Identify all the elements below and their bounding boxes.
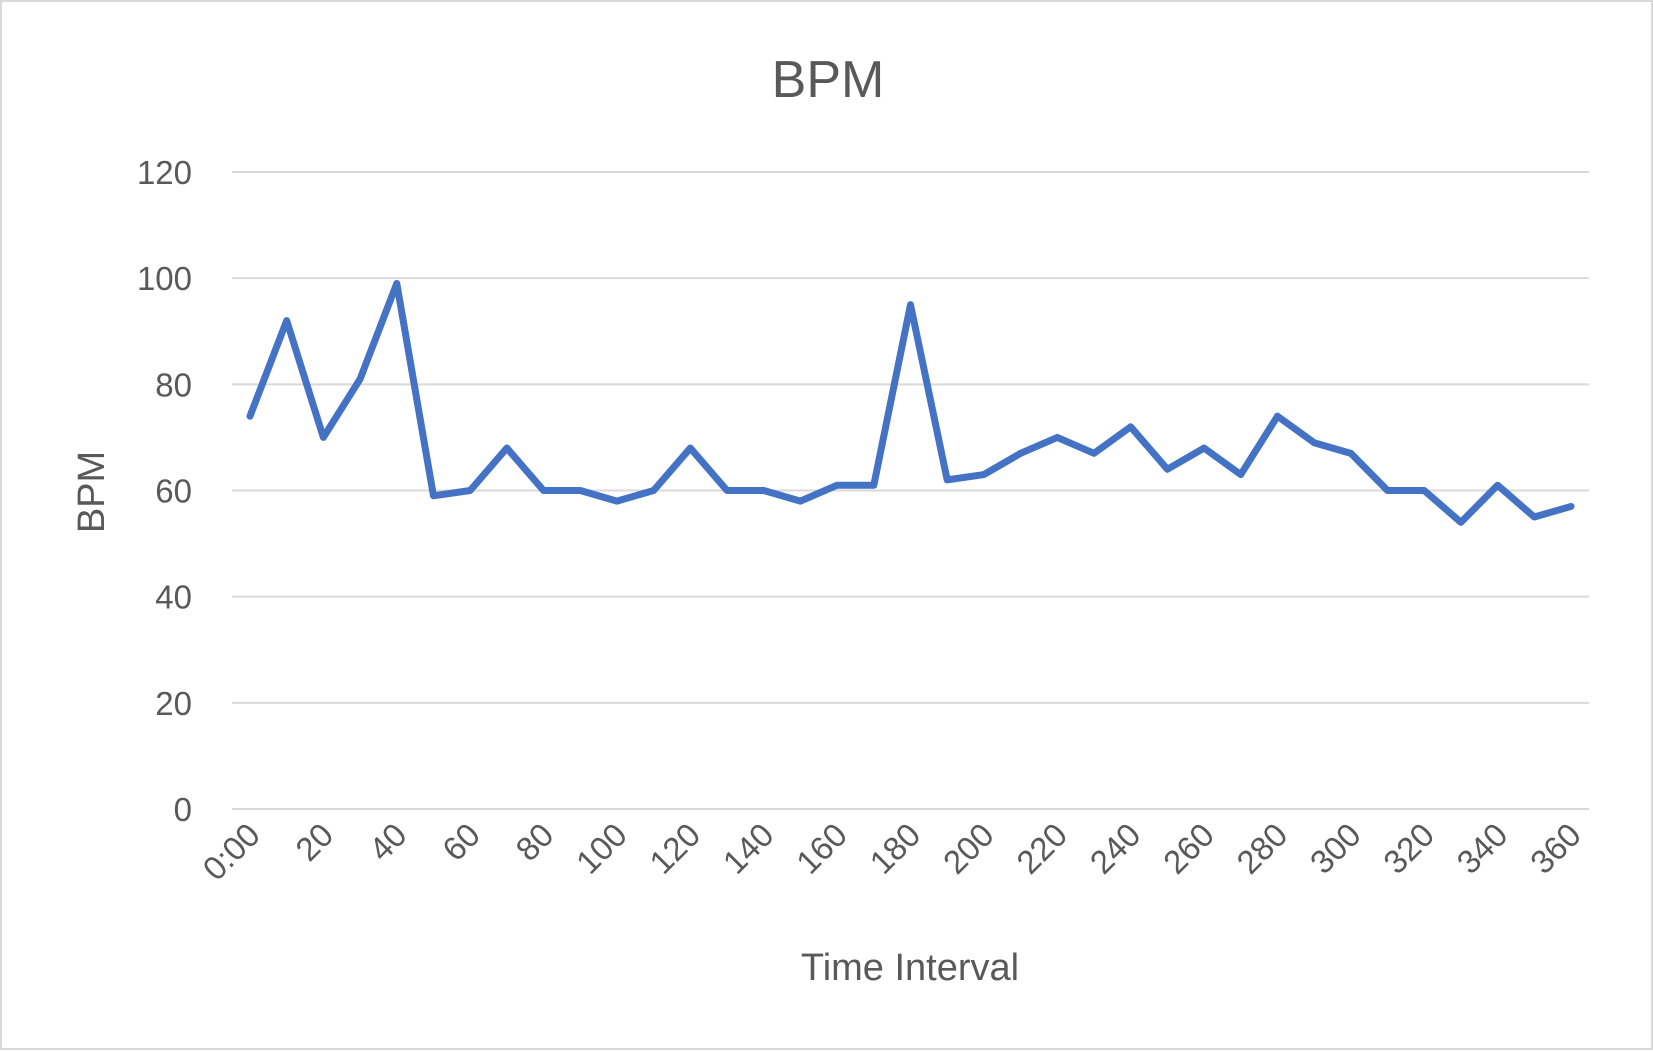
y-tick-label: 80 [155,366,192,403]
x-tick-label: 160 [789,816,854,881]
y-tick-label: 60 [155,473,192,510]
x-tick-label: 280 [1229,816,1294,881]
x-tick-label: 240 [1083,816,1148,881]
y-tick-label: 40 [155,579,192,616]
y-tick-label: 0 [174,791,192,828]
x-tick-label: 60 [435,816,487,868]
x-tick-label: 220 [1009,816,1074,881]
x-tick-label: 80 [508,816,560,868]
x-tick-label: 140 [716,816,781,881]
x-tick-label: 100 [569,816,634,881]
x-tick-label: 20 [288,816,340,868]
x-tick-label: 320 [1376,816,1441,881]
y-tick-label: 20 [155,685,192,722]
series-layer [246,279,1575,526]
series-line-0 [246,279,1575,526]
x-tick-label: 300 [1303,816,1368,881]
x-tick-label: 260 [1156,816,1221,881]
chart-title: BPM [772,51,885,109]
x-tick-label: 180 [862,816,927,881]
x-tick-label: 0:00 [195,816,267,888]
y-tick-label: 100 [137,260,192,297]
x-tick-label: 120 [642,816,707,881]
x-tick-label: 200 [936,816,1001,881]
x-axis-title: Time Interval [801,947,1019,989]
y-tick-label: 120 [137,154,192,191]
x-tick-label: 360 [1523,816,1588,881]
y-axis-title: BPM [71,451,113,533]
y-axis-ticks: 0 20 40 60 80 100 120 [137,154,192,828]
x-tick-label: 340 [1449,816,1514,881]
x-tick-label: 40 [362,816,414,868]
x-axis-ticks: 0:00 20 40 60 80 100 120 140 160 180 200 220 240 260 2… [195,816,1588,888]
